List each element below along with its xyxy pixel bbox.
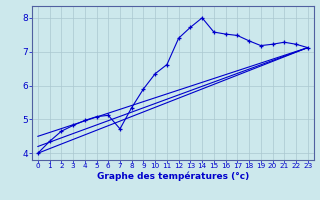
X-axis label: Graphe des températures (°c): Graphe des températures (°c)	[97, 172, 249, 181]
